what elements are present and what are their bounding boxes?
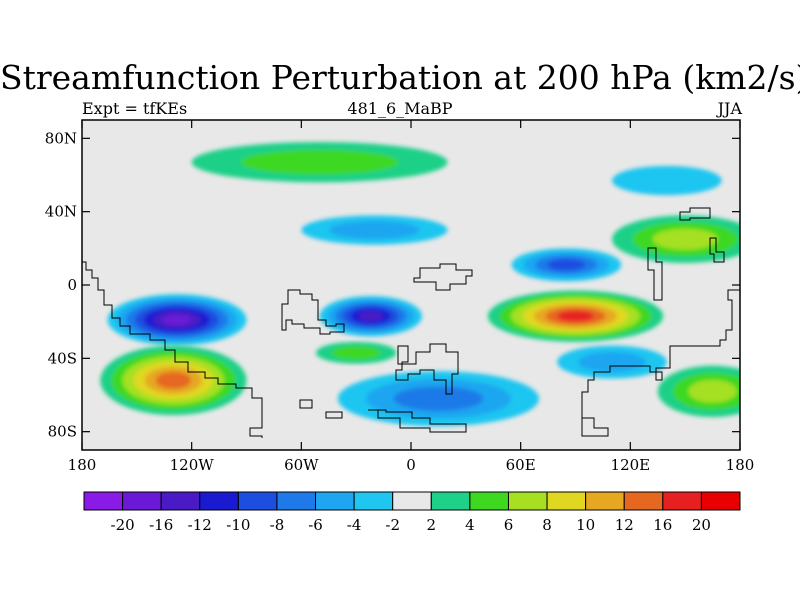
coastline-antarctic [299, 399, 609, 437]
experiment-label: Expt = tfKEs [82, 99, 188, 118]
colorbar-label: -16 [149, 516, 173, 534]
colorbar-box [469, 491, 509, 511]
colorbar-box [546, 491, 587, 511]
feature-central-asia-low [511, 248, 622, 282]
feature-south-pacific-high [100, 345, 247, 416]
feature-south-east-pacific-high [657, 365, 740, 417]
colorbar-box [199, 491, 239, 511]
season-label: JJA [717, 99, 742, 118]
map-axes: 180 120W 60W 0 60E 120E 180 80N 40N 0 40S 80S [45, 120, 755, 474]
contour-band [393, 386, 484, 411]
colorbar-label: -2 [385, 516, 400, 534]
feature-pacific-tropical-low [107, 294, 247, 346]
colorbar-box [430, 491, 471, 511]
contour-band [331, 346, 381, 360]
contour-fields [100, 142, 740, 427]
colorbar-label: -10 [226, 516, 250, 534]
coastline-east-asia [647, 207, 725, 301]
colorbar-label: 6 [504, 516, 514, 534]
y-tick-label: 0 [67, 276, 77, 294]
contour-band [155, 371, 192, 389]
contour-band [329, 220, 420, 240]
colorbar-label: 12 [615, 516, 634, 534]
feature-south-indian-low [557, 345, 667, 379]
colorbar-label: -6 [308, 516, 323, 534]
feature-atlantic-tropical-low [319, 296, 422, 337]
y-tick-label: 80S [48, 423, 77, 441]
contour-band [240, 149, 399, 175]
colorbar-label: -20 [111, 516, 135, 534]
colorbar-label: 20 [692, 516, 711, 534]
coastline-africa [281, 289, 345, 335]
colorbar-label: -12 [188, 516, 212, 534]
feature-south-atlantic-low [337, 371, 539, 427]
contour-band [358, 311, 384, 322]
page-title: Streamfunction Perturbation at 200 hPa (… [0, 58, 800, 97]
colorbar-box [700, 491, 741, 511]
colorbar-box [276, 491, 317, 511]
colorbar-box [392, 491, 432, 511]
x-tick-label: 180 [726, 456, 755, 474]
x-tick-label: 120W [170, 456, 215, 474]
x-tick-label: 120E [611, 456, 651, 474]
colorbar-label: 10 [576, 516, 595, 534]
colorbar-label: 4 [465, 516, 475, 534]
colorbar-box [662, 491, 702, 511]
contour-band [652, 228, 718, 250]
coastlines [82, 207, 740, 438]
run-label: 481_6_MaBP [347, 99, 453, 118]
feature-north-pacific-high [612, 215, 740, 263]
y-tick-label: 80N [45, 129, 77, 147]
y-tick-label: 40S [48, 349, 77, 367]
colorbar-label: -8 [270, 516, 285, 534]
colorbar-box [83, 491, 124, 511]
feature-south-atlantic-high [315, 341, 397, 364]
colorbar-box [237, 491, 278, 511]
coastline-europe [413, 263, 473, 291]
y-tick-label: 40N [45, 203, 77, 221]
colorbar: -20 -16 -12 -10 -8 -6 -4 -2 2 4 6 8 10 12 16 20 [83, 491, 741, 534]
contour-band [578, 351, 646, 373]
colorbar-box [585, 491, 625, 511]
x-tick-label: 60W [284, 456, 319, 474]
contour-band [162, 314, 192, 326]
colorbar-box [507, 491, 548, 511]
feature-asian-tropical-high [487, 290, 664, 342]
x-tick-label: 60E [506, 456, 536, 474]
contour-band [557, 310, 594, 322]
colorbar-box [122, 491, 162, 511]
feature-north-pacific-low [612, 165, 722, 196]
contour-band [547, 259, 586, 271]
coastline-australia [581, 289, 740, 418]
x-tick-label: 0 [406, 456, 416, 474]
colorbar-label: 2 [427, 516, 437, 534]
contour-band [612, 165, 722, 196]
colorbar-label: -4 [347, 516, 362, 534]
contour-band [688, 379, 737, 403]
feature-north-atlantic-low [301, 215, 448, 245]
colorbar-box [353, 491, 394, 511]
colorbar-label: 8 [542, 516, 552, 534]
colorbar-box [623, 491, 664, 511]
colorbar-box [160, 491, 201, 511]
feature-polar-north-high [191, 142, 448, 183]
coastline-middle-east [395, 343, 459, 395]
coastline-south-america [82, 261, 263, 438]
plot-area: 180 120W 60W 0 60E 120E 180 80N 40N 0 40S 80S [45, 119, 755, 474]
colorbar-box [315, 491, 355, 511]
colorbar-label: 16 [653, 516, 672, 534]
x-tick-label: 180 [68, 456, 97, 474]
